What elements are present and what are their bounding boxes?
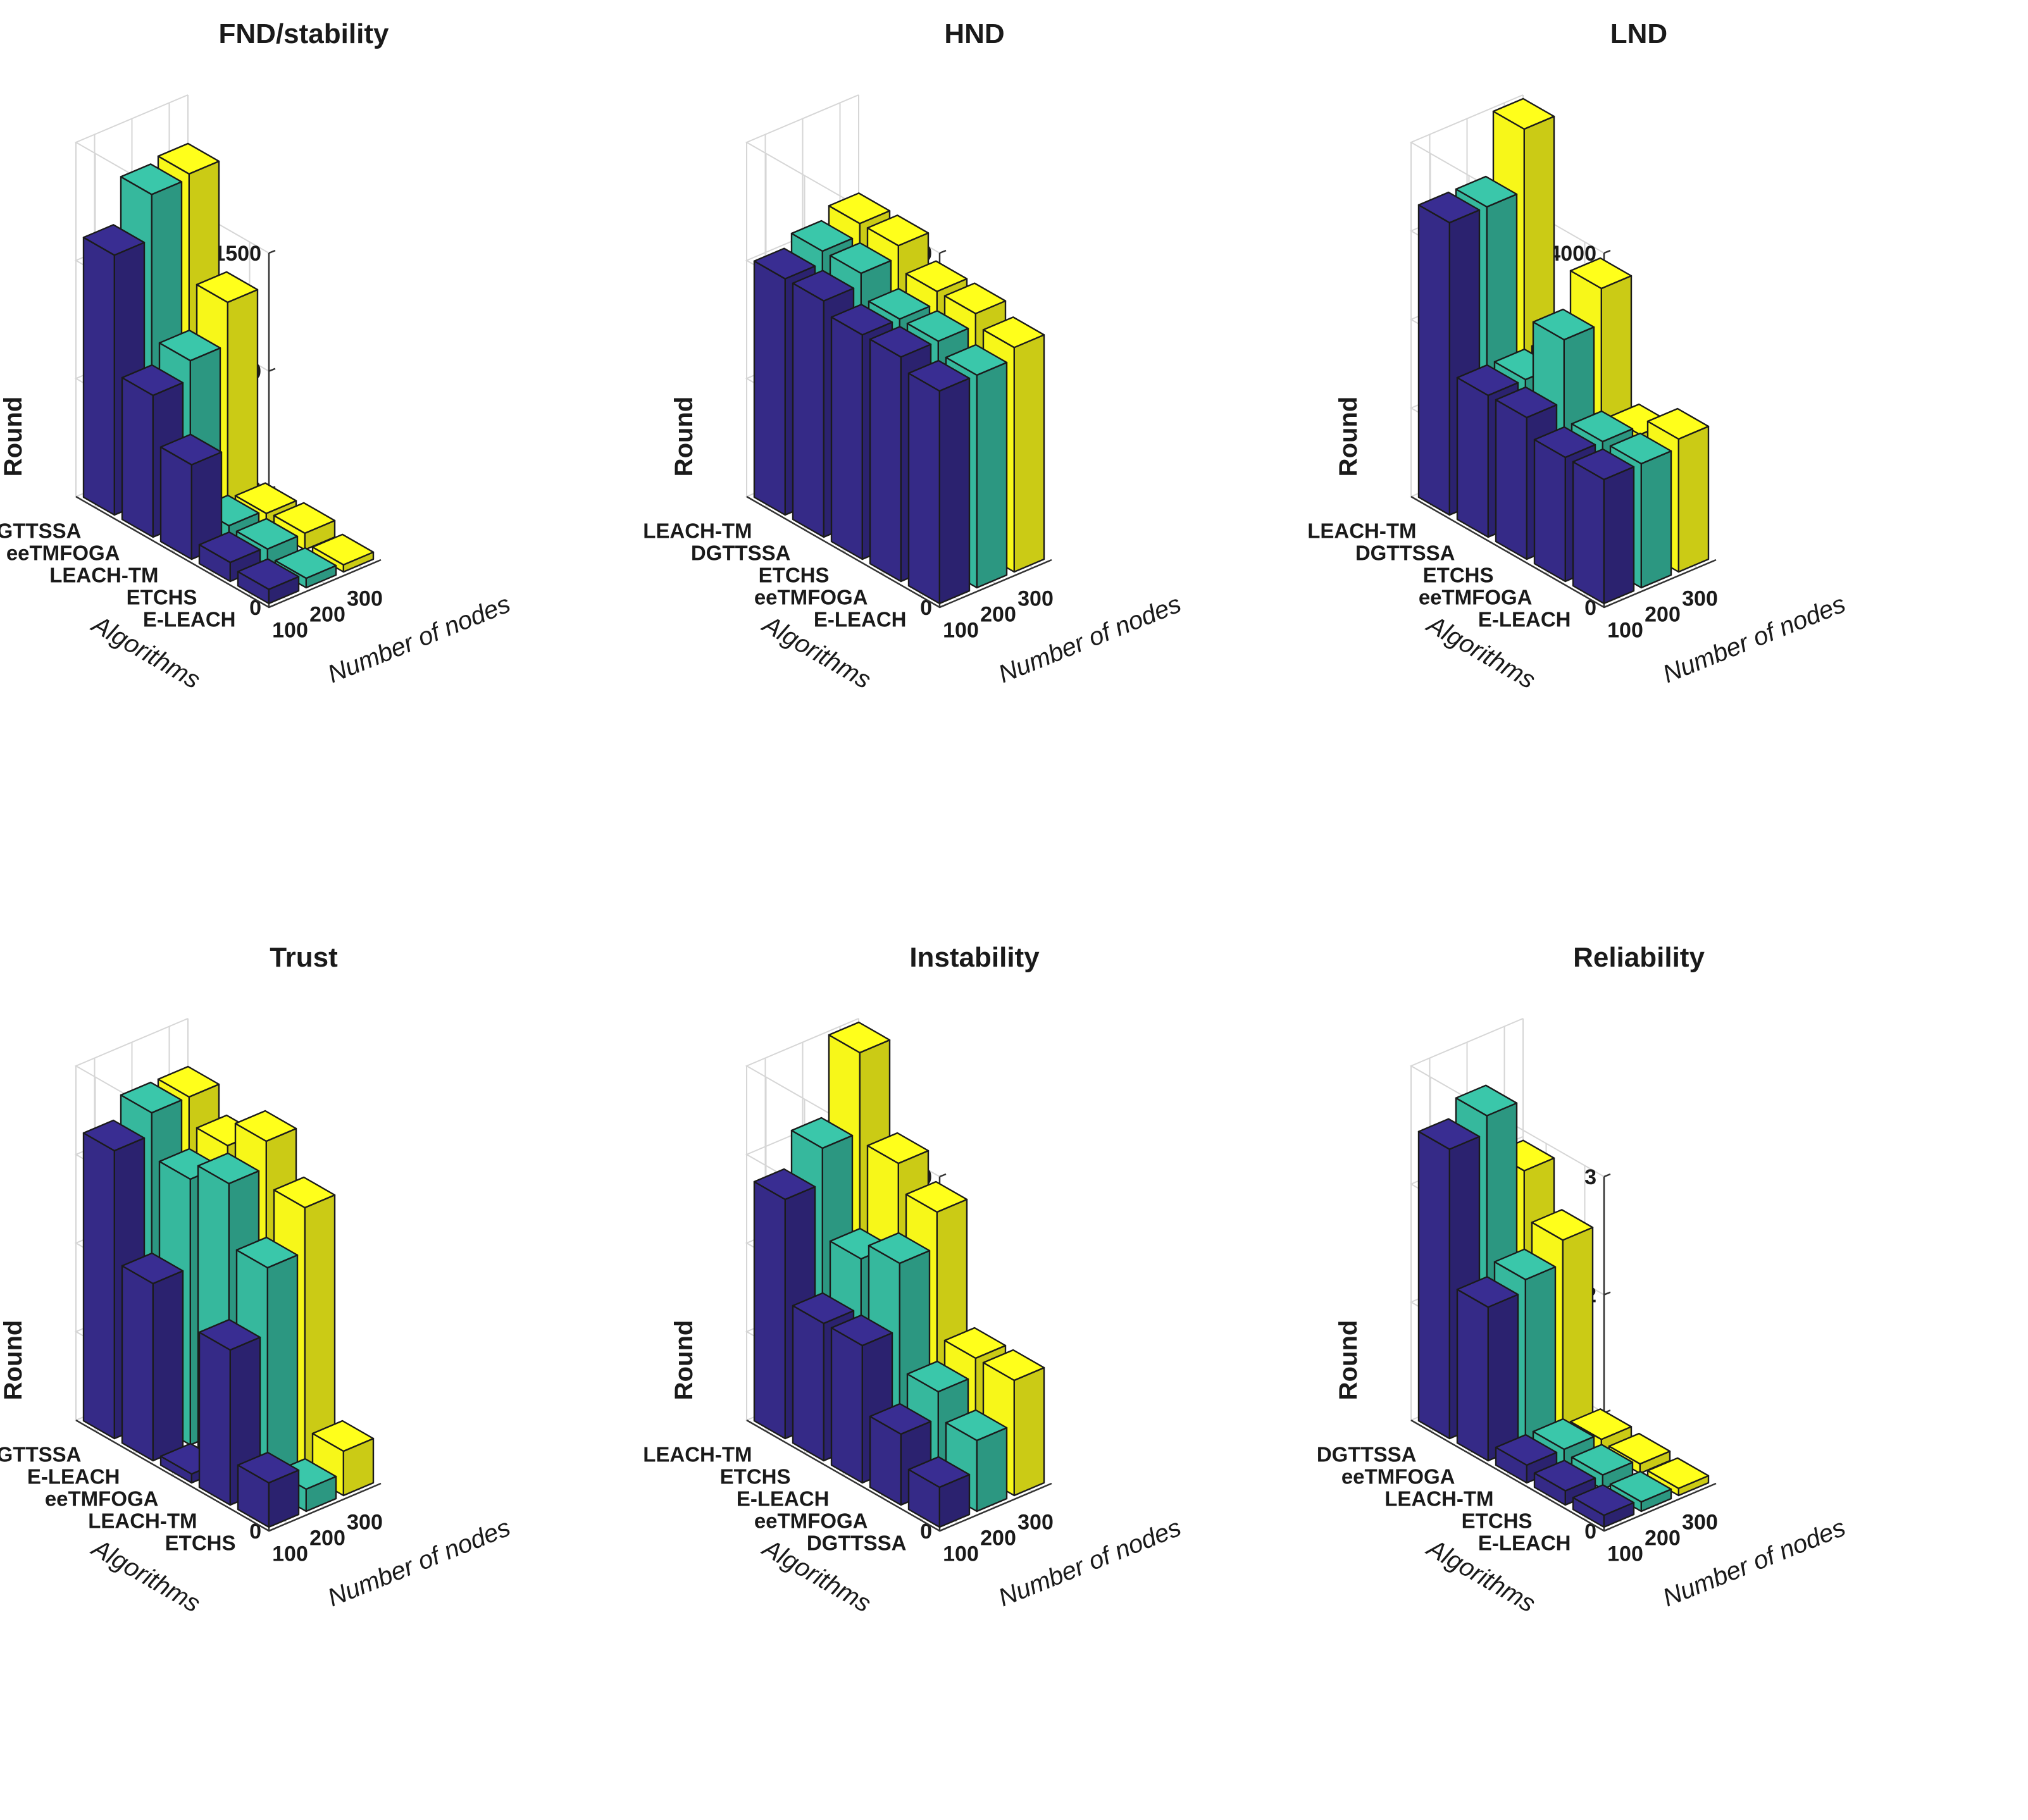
algorithm-label-etchs: ETCHS xyxy=(720,1465,791,1489)
algorithm-label-etchs: ETCHS xyxy=(127,586,197,609)
z-axis-label: Round xyxy=(1334,397,1362,477)
chart-panel-instability: Instability01000200030004000RoundLEACH-T… xyxy=(643,924,1354,1797)
bar-e-leach-300 xyxy=(1646,1457,1710,1497)
node-tick-label: 200 xyxy=(1645,603,1681,627)
bars xyxy=(82,1065,375,1528)
bar-dgttssa-100 xyxy=(907,1456,971,1528)
chart-panel-hnd: HND050010001500RoundLEACH-TMDGTTSSAETCHS… xyxy=(643,0,1354,873)
algorithm-label-leach-tm: LEACH-TM xyxy=(1384,1487,1493,1511)
algorithm-label-dgttssa: DGTTSSA xyxy=(691,542,791,565)
bar-e-leach-100 xyxy=(1572,448,1635,605)
node-tick-label: 100 xyxy=(272,1542,308,1566)
node-tick-label: 300 xyxy=(1682,1511,1718,1535)
algorithm-label-dgttssa: DGTTSSA xyxy=(1355,542,1455,565)
algorithm-label-eetmfoga: eeTMFOGA xyxy=(754,1509,868,1533)
node-tick-label: 200 xyxy=(309,1526,345,1551)
node-tick-label: 100 xyxy=(1607,1542,1643,1566)
node-tick-label: 100 xyxy=(272,619,308,643)
bars xyxy=(1417,1084,1710,1528)
bars xyxy=(753,192,1045,605)
algorithm-label-leach-tm: LEACH-TM xyxy=(1307,519,1416,543)
node-tick-label: 200 xyxy=(1645,1526,1681,1551)
algorithm-label-e-leach: E-LEACH xyxy=(814,608,907,631)
chart-panel-fnd-stability: FND/stability050010001500RoundDGTTSSAeeT… xyxy=(0,0,683,873)
chart-title: HND xyxy=(944,18,1004,49)
algorithm-label-e-leach: E-LEACH xyxy=(737,1487,830,1511)
z-tick-label: 3 xyxy=(1584,1165,1596,1189)
bars xyxy=(753,1021,1045,1528)
chart-panel-lnd: LND01000200030004000RoundLEACH-TMDGTTSSA… xyxy=(1307,0,2019,873)
bar-e-leach-100 xyxy=(830,1314,893,1484)
node-tick-label: 100 xyxy=(943,619,979,643)
node-tick-label: 100 xyxy=(943,1542,979,1566)
algorithm-label-etchs: ETCHS xyxy=(759,564,830,587)
z-axis-label: Round xyxy=(1334,1320,1362,1401)
chart-title: Reliability xyxy=(1573,942,1705,973)
algorithm-label-dgttssa: DGTTSSA xyxy=(807,1532,907,1555)
bars xyxy=(1417,97,1710,605)
algorithm-label-eetmfoga: eeTMFOGA xyxy=(1419,586,1533,609)
bar-e-leach-100 xyxy=(1572,1484,1635,1528)
algorithm-label-leach-tm: LEACH-TM xyxy=(88,1509,197,1533)
bar-e-leach-100 xyxy=(121,1252,184,1462)
bar-dgttssa-200 xyxy=(945,1409,1008,1513)
chart-svg: LND01000200030004000RoundLEACH-TMDGTTSSA… xyxy=(1307,18,1850,695)
z-axis-label: Round xyxy=(670,397,698,477)
node-tick-label: 100 xyxy=(1607,619,1643,643)
bars xyxy=(82,142,375,605)
node-tick-label: 300 xyxy=(1682,587,1718,611)
node-tick-label: 200 xyxy=(980,1526,1016,1551)
algorithm-label-dgttssa: DGTTSSA xyxy=(0,519,82,543)
algorithm-label-leach-tm: LEACH-TM xyxy=(643,1443,752,1466)
algorithm-label-eetmfoga: eeTMFOGA xyxy=(754,586,868,609)
z-tick-label: 1500 xyxy=(213,242,261,266)
algorithm-label-eetmfoga: eeTMFOGA xyxy=(45,1487,159,1511)
chart-panel-trust: Trust00.20.40.60.8RoundDGTTSSAE-LEACHeeT… xyxy=(0,924,683,1797)
algorithm-label-dgttssa: DGTTSSA xyxy=(1317,1443,1417,1466)
algorithm-label-e-leach: E-LEACH xyxy=(1478,608,1571,631)
node-tick-label: 200 xyxy=(309,603,345,627)
chart-title: FND/stability xyxy=(219,18,389,49)
node-tick-label: 300 xyxy=(1017,587,1054,611)
algorithm-label-e-leach: E-LEACH xyxy=(1478,1532,1571,1555)
node-tick-label: 200 xyxy=(980,603,1016,627)
algorithm-label-etchs: ETCHS xyxy=(1423,564,1494,587)
chart-title: Instability xyxy=(909,942,1040,973)
algorithm-label-leach-tm: LEACH-TM xyxy=(49,564,158,587)
z-axis-label: Round xyxy=(0,397,27,477)
z-tick-label: 4000 xyxy=(1548,242,1596,266)
algorithm-label-etchs: ETCHS xyxy=(1462,1509,1533,1533)
algorithm-label-etchs: ETCHS xyxy=(165,1532,236,1555)
node-tick-label: 300 xyxy=(347,1511,383,1535)
algorithm-label-e-leach: E-LEACH xyxy=(143,608,236,631)
z-axis-label: Round xyxy=(0,1320,27,1401)
algorithm-label-eetmfoga: eeTMFOGA xyxy=(6,542,120,565)
chart-svg: HND050010001500RoundLEACH-TMDGTTSSAETCHS… xyxy=(643,18,1185,695)
chart-panel-reliability: Reliability0123RoundDGTTSSAeeTMFOGALEACH… xyxy=(1317,924,2019,1797)
bar-e-leach-100 xyxy=(907,359,971,605)
bar-eetmfoga-100 xyxy=(1456,1276,1519,1462)
node-tick-label: 300 xyxy=(1017,1511,1054,1535)
z-axis-label: Round xyxy=(670,1320,698,1401)
chart-svg: Reliability0123RoundDGTTSSAeeTMFOGALEACH… xyxy=(1317,942,1850,1618)
algorithm-label-eetmfoga: eeTMFOGA xyxy=(1341,1465,1455,1489)
chart-svg: FND/stability050010001500RoundDGTTSSAeeT… xyxy=(0,18,514,695)
bar-leach-tm-100 xyxy=(159,433,223,560)
chart-title: Trust xyxy=(270,942,338,973)
algorithm-label-e-leach: E-LEACH xyxy=(27,1465,120,1489)
chart-svg: Instability01000200030004000RoundLEACH-T… xyxy=(643,942,1185,1618)
algorithm-label-leach-tm: LEACH-TM xyxy=(643,519,752,543)
algorithm-label-dgttssa: DGTTSSA xyxy=(0,1443,82,1466)
node-tick-label: 300 xyxy=(347,587,383,611)
bar-etchs-100 xyxy=(237,1451,300,1528)
bar-e-leach-100 xyxy=(237,558,300,605)
chart-title: LND xyxy=(1610,18,1667,49)
chart-svg: Trust00.20.40.60.8RoundDGTTSSAE-LEACHeeT… xyxy=(0,942,514,1618)
